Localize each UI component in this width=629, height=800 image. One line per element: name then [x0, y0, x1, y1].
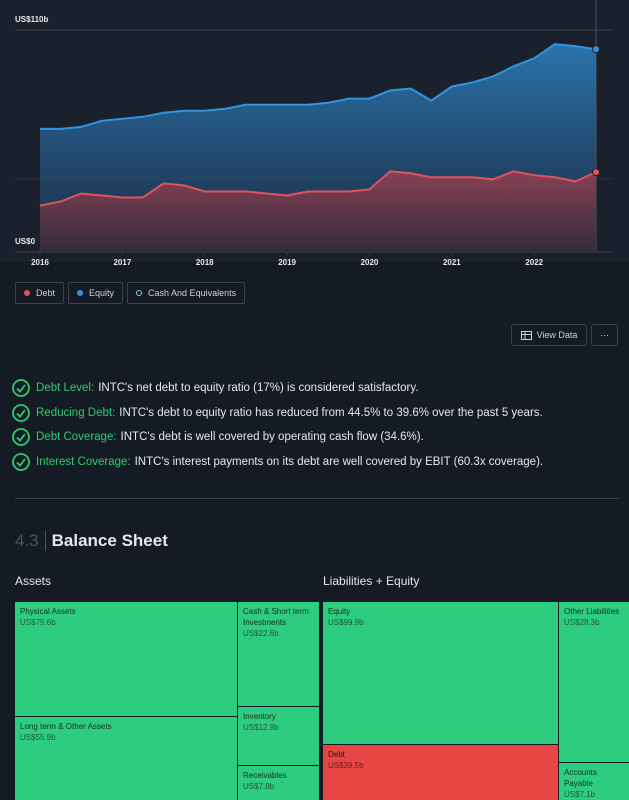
- check-label: Debt Coverage:: [36, 431, 117, 444]
- cell-value: US$22.6b: [243, 629, 279, 638]
- cell-label: Accounts Payable: [564, 768, 597, 788]
- section-title: Balance Sheet: [51, 531, 168, 550]
- legend-swatch: [136, 290, 143, 296]
- x-tick-label: 2018: [196, 258, 214, 267]
- assets-title: Assets: [15, 574, 52, 588]
- x-tick-label: 2019: [278, 258, 296, 267]
- check-item: Debt Coverage: INTC's debt is well covere…: [12, 425, 622, 450]
- more-button[interactable]: ···: [591, 324, 618, 346]
- series-line: [39, 170, 597, 207]
- legend-label: Cash And Equivalents: [148, 288, 237, 298]
- treemap-cell: Accounts Payable US$7.1b: [559, 763, 629, 800]
- check-circle: [12, 379, 30, 398]
- x-tick-label: 2020: [361, 258, 379, 267]
- cell-label: Long term & Other Assets: [20, 722, 112, 731]
- check-label: Reducing Debt:: [36, 406, 116, 419]
- treemap-cell: Debt US$39.5b: [323, 745, 558, 800]
- cell-label: Physical Assets: [20, 607, 76, 616]
- treemap-cell: Inventory US$12.8b: [238, 707, 319, 765]
- check-mark: [16, 433, 26, 443]
- legend-item[interactable]: Debt: [15, 282, 65, 304]
- legend: Debt Equity Cash And Equivalents: [15, 282, 246, 304]
- check-text: INTC's debt is well covered by operating…: [120, 431, 424, 444]
- cell-value: US$7.8b: [243, 782, 275, 791]
- cell-value: US$75.6b: [20, 618, 56, 627]
- x-tick-label: 2022: [525, 258, 543, 267]
- cell-label: Receivables: [243, 771, 287, 780]
- check-text: INTC's interest payments on its debt are…: [134, 455, 544, 468]
- cell-label: Debt: [328, 750, 345, 759]
- check-mark: [16, 458, 26, 467]
- treemap-cell: Other Liabilities US$28.3b: [559, 602, 629, 762]
- cell-value: US$55.9b: [20, 733, 56, 742]
- section-heading: 4.3 Balance Sheet: [15, 531, 168, 551]
- y-tick-label: US$0: [15, 237, 36, 246]
- cell-value: US$99.9b: [328, 618, 364, 627]
- liabilities-title: Liabilities + Equity: [323, 574, 420, 588]
- section-number: 4.3: [15, 531, 46, 551]
- legend-item[interactable]: Equity: [68, 282, 124, 304]
- cell-value: US$7.1b: [564, 790, 596, 799]
- check-circle: [12, 452, 30, 471]
- check-item: Reducing Debt: INTC's debt to equity rati…: [12, 401, 622, 426]
- button-label: ···: [600, 330, 609, 340]
- check-item: Debt Level: INTC's net debt to equity rat…: [12, 376, 622, 401]
- treemap-cell: Physical Assets US$75.6b: [15, 602, 237, 716]
- cell-label: Inventory: [243, 712, 276, 721]
- table-icon: [520, 330, 532, 340]
- button-label: View Data: [536, 330, 578, 340]
- cell-label: Cash & Short term Investments: [243, 607, 309, 627]
- cell-value: US$12.8b: [243, 723, 279, 732]
- check-mark: [16, 409, 26, 418]
- separator: [15, 498, 619, 499]
- check-text: INTC's net debt to equity ratio (17%) is…: [98, 382, 419, 395]
- treemap-cell: Receivables US$7.8b: [238, 766, 319, 800]
- check-icon: [12, 379, 30, 398]
- y-tick-label: US$110b: [15, 15, 48, 24]
- cell-label: Other Liabilities: [564, 607, 620, 616]
- area-fill: [40, 171, 596, 252]
- check-circle: [12, 403, 30, 422]
- legend-swatch: [24, 290, 30, 296]
- check-text: INTC's debt to equity ratio has reduced …: [119, 406, 543, 419]
- x-tick-label: 2021: [443, 258, 461, 267]
- legend-item[interactable]: Cash And Equivalents: [127, 282, 246, 304]
- check-item: Interest Coverage: INTC's interest paymen…: [12, 450, 622, 475]
- check-icon: [12, 428, 30, 447]
- check-label: Interest Coverage:: [36, 455, 131, 468]
- series-line: [40, 43, 597, 130]
- treemap-cell: Equity US$99.9b: [323, 602, 558, 744]
- legend-label: Debt: [36, 288, 56, 298]
- cell-value: US$39.5b: [328, 761, 364, 770]
- treemap-cell: Cash & Short term Investments US$22.6b: [238, 602, 319, 706]
- chart: US$0 US$110b 2016 2017 2018 2019 2020 2021 2022: [0, 0, 629, 267]
- legend-swatch: [77, 290, 84, 296]
- end-dot: [592, 45, 600, 54]
- cell-value: US$28.3b: [564, 618, 600, 627]
- legend-label: Equity: [89, 288, 115, 298]
- check-label: Debt Level:: [36, 382, 95, 395]
- check-circle: [12, 428, 30, 447]
- checks: Debt Level: INTC's net debt to equity rat…: [12, 376, 622, 474]
- end-dot: [592, 168, 600, 177]
- treemap-cell: Long term & Other Assets US$55.9b: [15, 717, 237, 800]
- check-icon: [12, 403, 30, 422]
- x-tick-label: 2017: [113, 258, 131, 267]
- view-data-button[interactable]: View Data: [511, 324, 587, 346]
- check-mark: [16, 384, 26, 394]
- cell-label: Equity: [328, 607, 351, 616]
- check-icon: [12, 452, 30, 471]
- x-tick-label: 2016: [31, 258, 49, 267]
